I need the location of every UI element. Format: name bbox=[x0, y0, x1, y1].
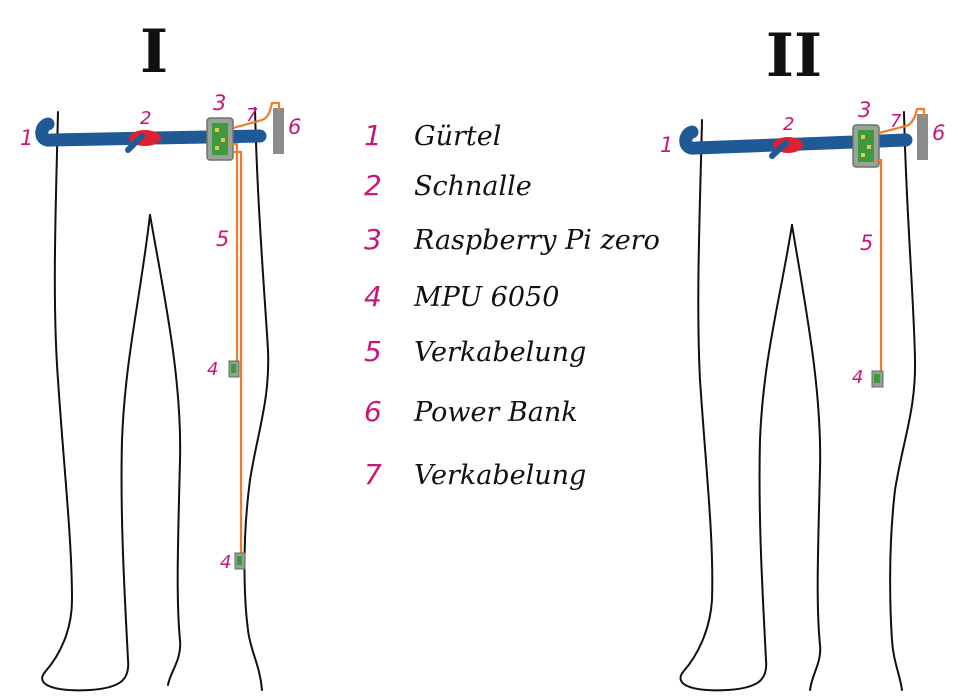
legend-text-5: Verkabelung bbox=[414, 337, 586, 368]
mpu-sensor-lower bbox=[234, 552, 246, 570]
figure-one: I bbox=[20, 17, 301, 692]
legend-num-7: 7 bbox=[364, 458, 382, 491]
wiring-two bbox=[876, 107, 926, 372]
legend-num-2: 2 bbox=[364, 169, 382, 202]
powerbank bbox=[273, 108, 284, 154]
label-two-num-1: 1 bbox=[660, 133, 673, 157]
wiring bbox=[232, 101, 281, 555]
label-num-2: 2 bbox=[140, 108, 151, 129]
label-two-num-3: 3 bbox=[858, 98, 871, 122]
legend-num-5: 5 bbox=[364, 335, 382, 368]
legend-num-4: 4 bbox=[364, 280, 382, 313]
mpu-sensor-two bbox=[871, 370, 884, 388]
legend-text-4: MPU 6050 bbox=[413, 282, 559, 313]
buckle-two bbox=[769, 137, 803, 159]
legend-text-1: Gürtel bbox=[414, 121, 501, 152]
legend-num-3: 3 bbox=[364, 223, 382, 256]
figure-one-title: I bbox=[140, 17, 168, 87]
label-two-num-2: 2 bbox=[783, 114, 794, 135]
legend-text-3: Raspberry Pi zero bbox=[413, 225, 660, 256]
legend: 1 Gürtel 2 Schnalle 3 Raspberry Pi zero … bbox=[364, 119, 660, 491]
legend-text-2: Schnalle bbox=[414, 171, 532, 202]
figure-two: II bbox=[660, 21, 945, 692]
label-two-num-5: 5 bbox=[860, 231, 873, 255]
raspberry-pi-board-two bbox=[852, 124, 880, 168]
label-num-5: 5 bbox=[216, 227, 229, 251]
label-num-7: 7 bbox=[246, 105, 258, 126]
label-num-4-upper: 4 bbox=[207, 359, 218, 380]
legs-outline bbox=[41, 107, 270, 692]
legs-outline-two bbox=[679, 111, 917, 692]
legend-num-6: 6 bbox=[364, 395, 382, 428]
label-num-6: 6 bbox=[288, 115, 301, 139]
belt-two bbox=[679, 125, 913, 155]
label-num-3: 3 bbox=[213, 91, 226, 115]
raspberry-pi-board bbox=[206, 117, 234, 161]
legend-text-6: Power Bank bbox=[413, 397, 578, 428]
legend-num-1: 1 bbox=[364, 119, 382, 152]
legend-text-7: Verkabelung bbox=[414, 460, 586, 491]
label-two-num-4: 4 bbox=[852, 367, 863, 388]
label-num-1: 1 bbox=[20, 126, 33, 150]
belt bbox=[35, 117, 267, 147]
label-two-num-6: 6 bbox=[932, 121, 945, 145]
label-two-num-7: 7 bbox=[890, 111, 902, 132]
buckle bbox=[125, 130, 161, 153]
figure-two-title: II bbox=[766, 21, 822, 91]
mpu-sensor-upper bbox=[228, 360, 240, 378]
label-num-4-lower: 4 bbox=[220, 552, 231, 573]
powerbank-two bbox=[917, 114, 928, 160]
